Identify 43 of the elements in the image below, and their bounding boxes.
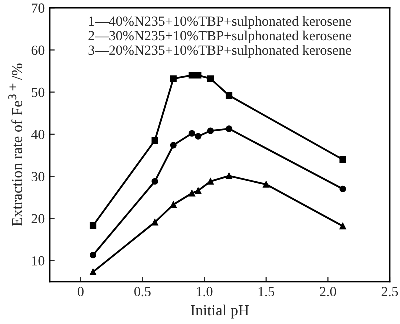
point [152,178,158,185]
point [226,126,233,132]
point [263,181,270,188]
point [207,76,214,82]
point [207,128,214,134]
point [170,76,177,82]
y-tick-label: 50 [32,88,45,98]
point [90,222,97,230]
point [340,222,346,230]
point [195,72,202,79]
annotation: 2—30%N235+10%TBP+sulphonated kerosene [88,30,352,44]
point [195,188,202,194]
x-tick-label: 2.5 [382,287,398,297]
x-tick-label: 2.0 [320,287,336,297]
annotation: 1—40%N235+10%TBP+sulphonated kerosene [89,16,352,29]
annotation: 3—20%N235+10%TBP+sulphonated kerosene [88,45,352,58]
point [152,219,158,226]
point [170,202,177,208]
point [152,137,158,144]
y-tick-label: 60 [32,46,45,56]
point [207,178,214,185]
y-axis-title: Extraction rate of Fe$^{3+}$/% [8,64,23,226]
point [188,72,196,79]
y-tick-label: 40 [32,130,45,140]
point [226,172,233,180]
x-tick-label: 0.5 [134,287,151,297]
point [195,133,202,140]
x-axis-title: Initial pH [191,304,250,319]
point [170,142,177,149]
point [226,92,233,100]
point [340,156,346,164]
y-tick-label: 20 [32,214,45,224]
x-tick-label: 0 [78,287,84,297]
y-tick-label: 10 [32,256,45,266]
point [90,268,97,276]
point [340,186,346,193]
point [188,190,196,197]
x-tick-label: 1.5 [258,287,274,297]
x-tick-label: 1.0 [197,287,213,297]
point [90,252,97,259]
point [188,130,196,137]
y-tick-label: 30 [32,172,45,182]
y-tick-label: 70 [32,4,45,14]
